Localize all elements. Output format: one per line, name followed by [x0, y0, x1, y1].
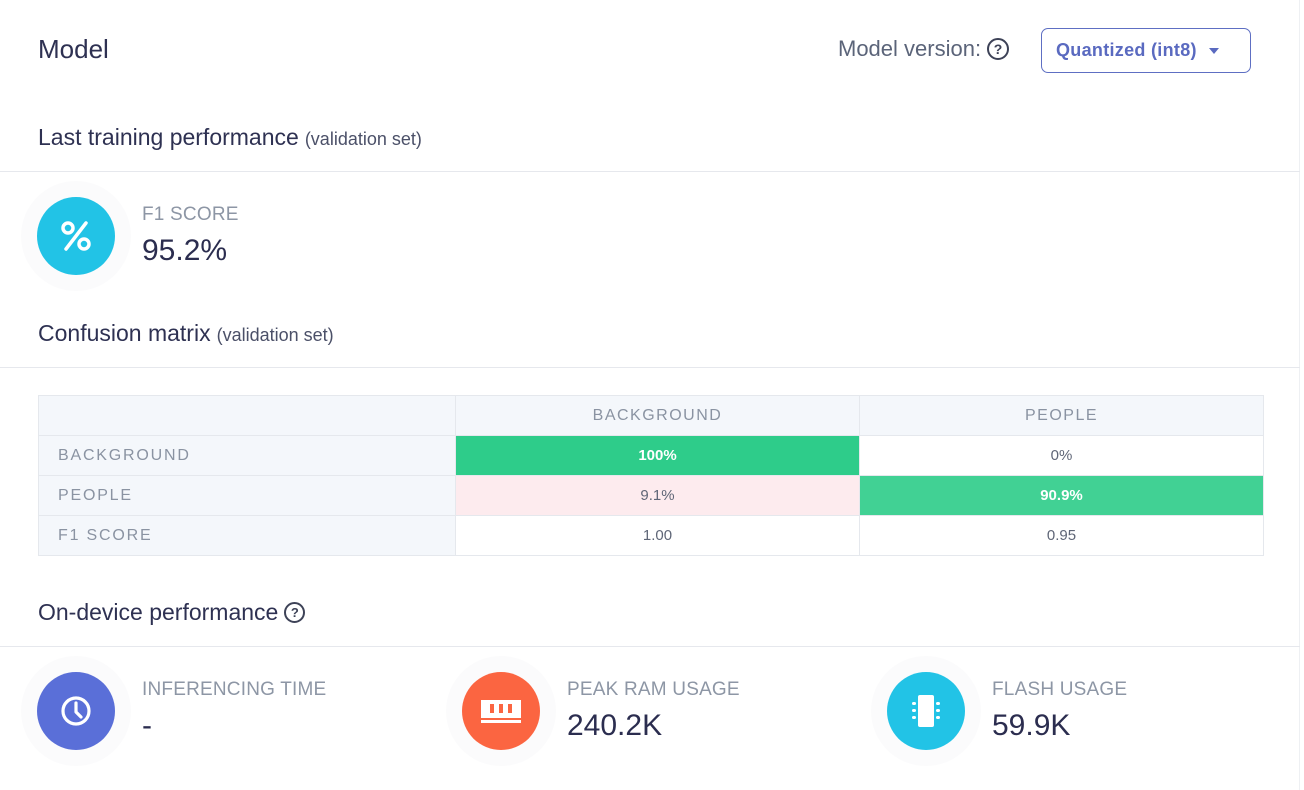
- matrix-row-header: F1 SCORE: [38, 515, 456, 556]
- percent-icon: [37, 197, 115, 275]
- matrix-corner: [38, 395, 456, 436]
- model-version-text: Model version:: [838, 36, 982, 61]
- matrix-col-header: PEOPLE: [859, 395, 1264, 436]
- flash-usage-metric: FLASH USAGE 59.9K: [887, 672, 1127, 750]
- matrix-col-header: BACKGROUND: [455, 395, 860, 436]
- memory-icon: [462, 672, 540, 750]
- clock-icon: [37, 672, 115, 750]
- question-circle-icon[interactable]: ?: [987, 38, 1010, 60]
- matrix-cell: 0%: [859, 435, 1264, 476]
- divider: [0, 646, 1300, 647]
- divider: [0, 367, 1300, 368]
- confusion-section-title: Confusion matrix (validation set): [38, 320, 334, 347]
- inferencing-time-metric: INFERENCING TIME -: [37, 672, 326, 750]
- model-version-label: Model version: ?: [838, 36, 1010, 62]
- model-version-selected: Quantized (int8): [1056, 40, 1197, 60]
- page-title: Model: [38, 34, 109, 64]
- matrix-header-row: BACKGROUND PEOPLE: [38, 395, 1264, 436]
- matrix-cell: 9.1%: [455, 475, 860, 516]
- peak-ram-metric: PEAK RAM USAGE 240.2K: [462, 672, 740, 750]
- matrix-row-header: BACKGROUND: [38, 435, 456, 476]
- model-header: Model Model version: ? Quantized (int8): [38, 28, 1299, 73]
- inferencing-time-value: -: [142, 709, 152, 742]
- caret-down-icon: [1208, 47, 1219, 54]
- divider: [0, 171, 1300, 172]
- inferencing-time-label: INFERENCING TIME: [142, 679, 327, 700]
- device-title: On-device performance: [38, 599, 279, 625]
- flash-usage-value: 59.9K: [992, 709, 1071, 742]
- matrix-row-header: PEOPLE: [38, 475, 456, 516]
- matrix-row: PEOPLE 9.1% 90.9%: [38, 475, 1264, 516]
- chip-icon: [887, 672, 965, 750]
- f1-score-label: F1 SCORE: [142, 204, 239, 225]
- matrix-row: BACKGROUND 100% 0%: [38, 435, 1264, 476]
- matrix-row: F1 SCORE 1.00 0.95: [38, 515, 1264, 556]
- question-circle-icon[interactable]: ?: [284, 602, 306, 623]
- confusion-subtitle: (validation set): [216, 325, 334, 345]
- training-title: Last training performance: [38, 124, 299, 150]
- training-subtitle: (validation set): [304, 129, 422, 149]
- f1-score-value: 95.2%: [142, 234, 228, 267]
- peak-ram-label: PEAK RAM USAGE: [567, 679, 740, 700]
- confusion-matrix-table: BACKGROUND PEOPLE BACKGROUND 100% 0% PEO…: [38, 395, 1264, 556]
- confusion-title: Confusion matrix: [38, 320, 211, 346]
- training-section-title: Last training performance (validation se…: [38, 124, 422, 151]
- matrix-cell: 90.9%: [859, 475, 1264, 516]
- peak-ram-value: 240.2K: [567, 709, 663, 742]
- device-section-title: On-device performance ?: [38, 599, 306, 626]
- matrix-cell: 0.95: [859, 515, 1264, 556]
- matrix-cell: 1.00: [455, 515, 860, 556]
- flash-usage-label: FLASH USAGE: [992, 679, 1128, 700]
- f1-score-metric: F1 SCORE 95.2%: [37, 197, 239, 275]
- model-version-dropdown[interactable]: Quantized (int8): [1041, 28, 1251, 73]
- matrix-cell: 100%: [455, 435, 860, 476]
